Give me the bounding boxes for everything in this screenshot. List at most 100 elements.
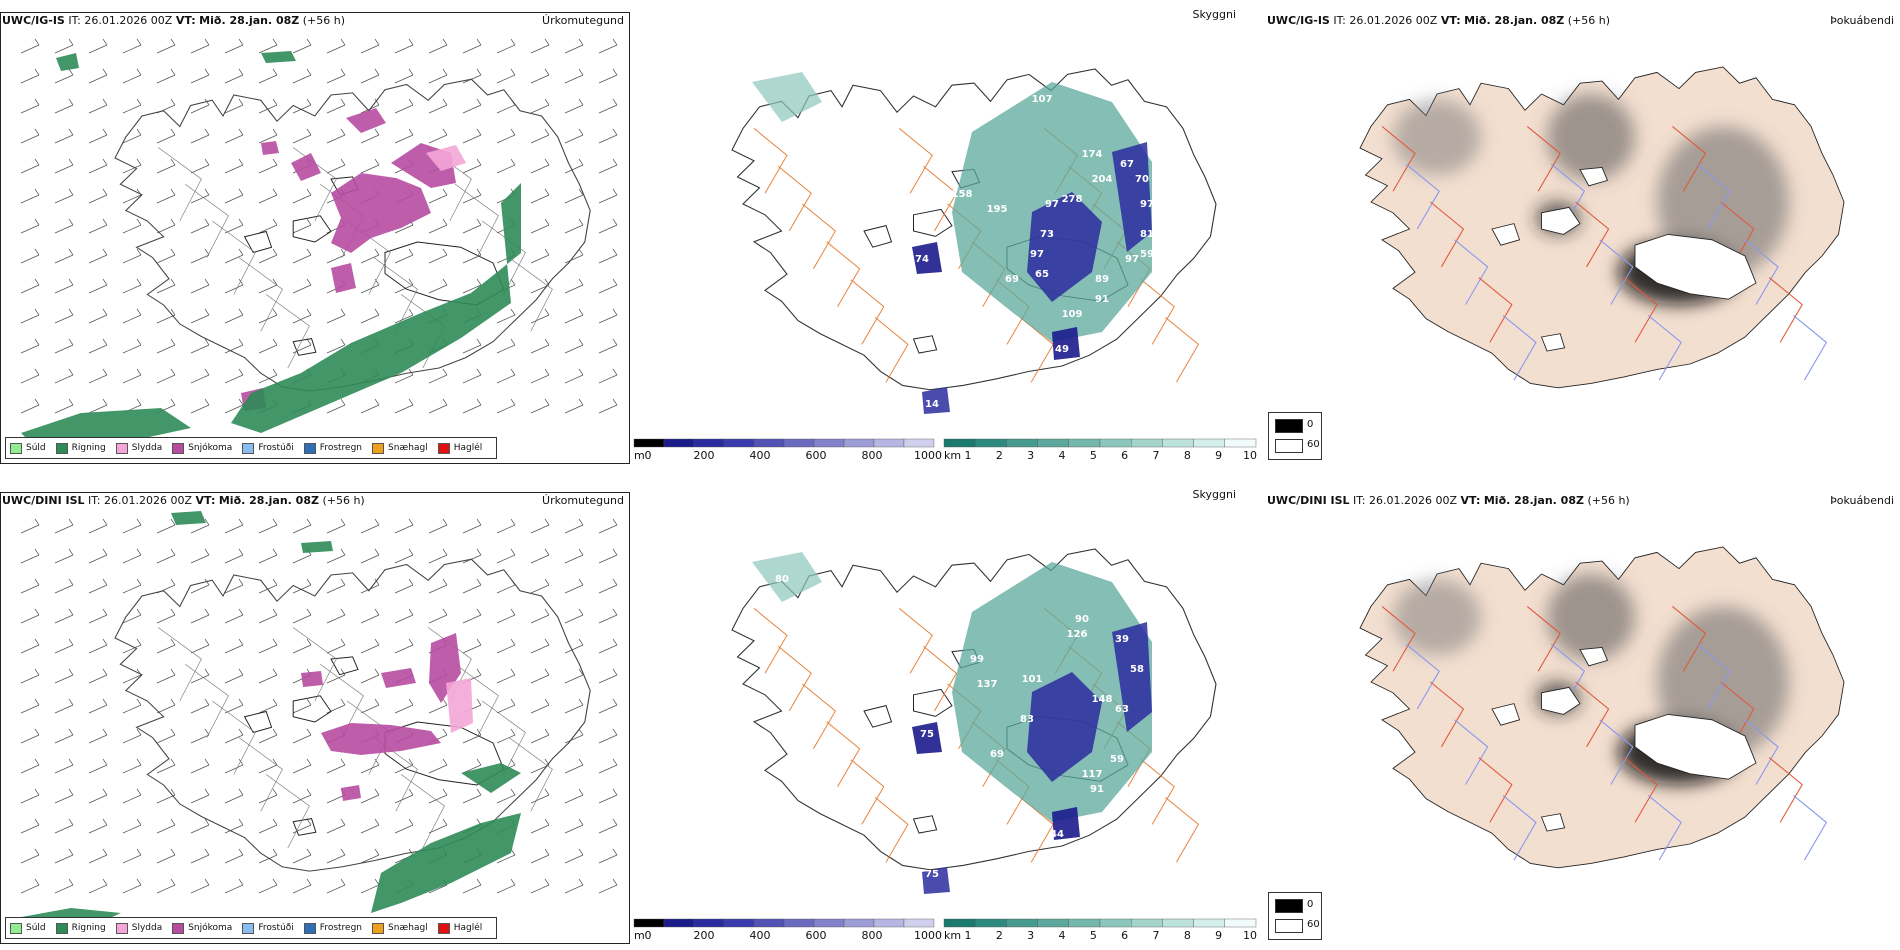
ceiling-scale-tick: 0 <box>645 929 652 942</box>
visibility-scale-tick: 3 <box>1027 449 1034 462</box>
wind-barb-flag <box>476 98 482 106</box>
wind-barb-staff <box>88 794 108 804</box>
glacier-outline <box>243 230 273 254</box>
wind-barb-flag <box>612 38 618 46</box>
glacier-area <box>1634 233 1757 300</box>
wind-barb-flag <box>170 368 176 376</box>
wind-barb-staff <box>394 644 414 654</box>
ceiling-map-area: 80 86 90 126 39 99 137 101 58 75 83 69 117 91 59 44 75 14… <box>632 492 1272 912</box>
wind-barb-staff <box>224 104 244 114</box>
fog-indicator-panel: UWC/DINI ISL IT: 26.01.2026 00Z VT: Mið.… <box>1265 492 1900 944</box>
wind-barb-flag <box>612 308 618 316</box>
ceiling-value-label: 99 <box>970 654 984 665</box>
visibility-scale-step <box>1068 918 1101 928</box>
wind-barb-staff <box>394 404 414 414</box>
wind-barb-flag <box>340 248 346 256</box>
wind-barb-flag <box>136 248 142 256</box>
legend-swatch-sleet <box>115 922 128 934</box>
precip-areas <box>21 51 521 453</box>
river-line <box>1454 239 1489 305</box>
wind-barb-flag <box>476 578 482 586</box>
fog-legend-label-min: 0 <box>1307 419 1314 430</box>
wind-barb-flag <box>578 128 584 136</box>
wind-barb-staff <box>190 164 210 174</box>
precip-area-rain <box>461 763 521 793</box>
low-ceiling-area <box>1112 142 1152 252</box>
wind-barb-flag <box>68 338 74 346</box>
wind-barb-staff <box>530 734 550 744</box>
wind-barb-flag <box>544 638 550 646</box>
wind-barb-staff <box>496 404 516 414</box>
wind-barb-flag <box>102 188 108 196</box>
legend-swatch-sleet <box>115 442 128 454</box>
legend-item-freezing-rain: Frostregn <box>303 442 362 454</box>
wind-barb-staff <box>496 884 516 894</box>
wind-barb-flag <box>408 398 414 406</box>
wind-barb-staff <box>190 524 210 534</box>
wind-barb-staff <box>122 644 142 654</box>
glacier-outline <box>292 695 332 723</box>
wind-barb-staff <box>122 194 142 204</box>
wind-barb-flag <box>102 338 108 346</box>
wind-barb-staff <box>530 374 550 384</box>
wind-barb-staff <box>88 674 108 684</box>
wind-barb-flag <box>272 608 278 616</box>
wind-barb-staff <box>224 674 244 684</box>
legend-item-sleet: Slydda <box>115 442 162 454</box>
precip-area-snow <box>346 108 386 133</box>
glacier-outline <box>292 215 332 243</box>
wind-barb-flag <box>102 398 108 406</box>
wind-barb-staff <box>360 134 380 144</box>
road-line <box>874 797 909 863</box>
wind-barb-staff <box>360 164 380 174</box>
wind-barb-staff <box>598 74 618 84</box>
wind-barb-flag <box>374 68 380 76</box>
lead-time: (+56 h) <box>322 494 365 507</box>
road-line <box>1430 201 1465 268</box>
ceiling-scale-step <box>633 918 665 928</box>
wind-barb-staff <box>428 764 448 774</box>
wind-barb-flag <box>544 818 550 826</box>
legend-label-freezing-drizzle: Frostúði <box>258 443 294 453</box>
road-line <box>1768 757 1803 823</box>
wind-barb-staff <box>462 884 482 894</box>
wind-barb-staff <box>598 524 618 534</box>
legend-item-rain: Rigning <box>55 922 106 934</box>
wind-barb-flag <box>204 668 210 676</box>
wind-barb-staff <box>428 614 448 624</box>
wind-barb-staff <box>326 584 346 594</box>
wind-barb-flag <box>578 188 584 196</box>
wind-barb-staff <box>258 314 278 324</box>
wind-barb-flag <box>102 728 108 736</box>
wind-barb-flag <box>612 278 618 286</box>
wind-barb-staff <box>122 314 142 324</box>
wind-barb-flag <box>272 98 278 106</box>
wind-barb-flag <box>68 98 74 106</box>
wind-barb-staff <box>190 104 210 114</box>
legend-swatch-rain <box>55 442 68 454</box>
wind-barb-staff <box>326 524 346 534</box>
wind-barb-staff <box>530 854 550 864</box>
wind-barb-flag <box>136 158 142 166</box>
wind-barb-flag <box>204 128 210 136</box>
wind-barb-flag <box>612 518 618 526</box>
wind-barb-staff <box>360 314 380 324</box>
wind-barb-flag <box>442 38 448 46</box>
wind-barb-flag <box>136 68 142 76</box>
wind-barb-staff <box>530 554 550 564</box>
wind-barb-flag <box>544 38 550 46</box>
wind-barb-staff <box>190 824 210 834</box>
wind-barb-flag <box>68 188 74 196</box>
wind-barb-staff <box>564 164 584 174</box>
legend-label-rain: Rigning <box>71 923 106 933</box>
wind-barb-staff <box>462 194 482 204</box>
wind-barb-flag <box>544 68 550 76</box>
wind-barb-flag <box>374 128 380 136</box>
ceiling-scale-tick: 600 <box>806 449 827 462</box>
wind-barb-staff <box>292 704 312 714</box>
wind-barb-flag <box>102 638 108 646</box>
wind-barb-flag <box>374 668 380 676</box>
river-line <box>1744 719 1779 785</box>
wind-barb-staff <box>54 404 74 414</box>
wind-barb-flag <box>612 668 618 676</box>
